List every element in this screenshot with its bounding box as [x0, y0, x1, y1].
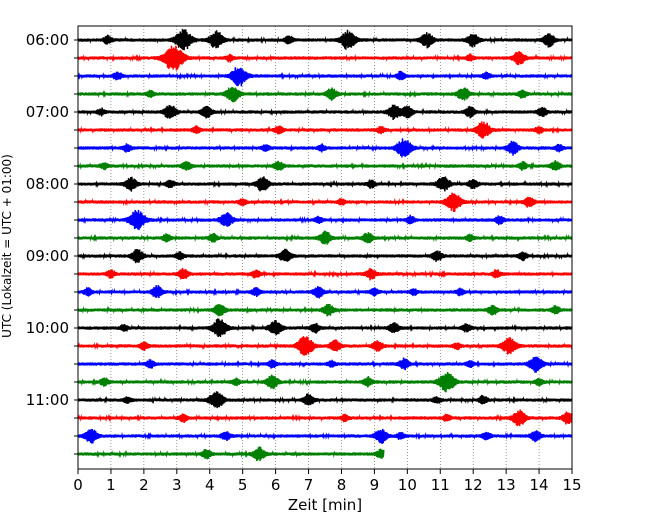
trace-line [77, 336, 573, 356]
x-tick-label: 1 [106, 476, 116, 494]
y-tick-label: 09:00 [26, 247, 69, 265]
x-tick-label: 7 [304, 476, 314, 494]
x-axis-label: Zeit [min] [288, 496, 362, 514]
y-tick-label: 06:00 [26, 31, 69, 49]
trace-line [77, 104, 573, 121]
trace-line [77, 230, 573, 245]
trace-line [77, 446, 385, 461]
trace-line [77, 391, 573, 409]
trace-line [77, 248, 573, 264]
x-tick-label: 14 [530, 476, 549, 494]
x-tick-label: 3 [172, 476, 182, 494]
x-tick-label: 10 [398, 476, 417, 494]
plot-frame [77, 25, 573, 470]
y-tick-label: 07:00 [26, 103, 69, 121]
y-tick-label: 10:00 [26, 319, 69, 337]
y-tick-label: 11:00 [26, 391, 69, 409]
x-tick-label: 2 [139, 476, 149, 494]
seismogram-traces [77, 28, 573, 461]
trace-line [77, 284, 573, 299]
x-tick-label: 12 [464, 476, 483, 494]
trace-line [77, 356, 573, 373]
x-tick-label: 4 [205, 476, 215, 494]
x-tick-label: 0 [73, 476, 83, 494]
trace-line [77, 428, 573, 444]
trace-line [77, 409, 573, 427]
x-axis-ticks: 0 1 2 3 4 5 6 7 8 9 10 11 12 13 14 15 [73, 469, 582, 494]
y-tick-label: 08:00 [26, 175, 69, 193]
trace-line [77, 209, 573, 230]
trace-line [77, 318, 573, 337]
trace-line [77, 371, 573, 393]
x-tick-label: 15 [562, 476, 581, 494]
x-tick-label: 5 [238, 476, 248, 494]
x-tick-label: 11 [431, 476, 450, 494]
trace-line [77, 304, 573, 317]
trace-line [77, 45, 573, 71]
trace-line [77, 160, 573, 171]
trace-line [77, 176, 573, 192]
trace-line [77, 138, 573, 158]
trace-line [77, 121, 573, 139]
trace-line [77, 28, 573, 51]
trace-line [77, 192, 573, 213]
trace-line [77, 87, 573, 103]
y-axis-ticks: 06:00 07:00 08:00 09:00 10:00 11:00 [26, 31, 78, 455]
x-tick-label: 13 [497, 476, 516, 494]
x-tick-label: 9 [370, 476, 380, 494]
x-tick-label: 8 [337, 476, 347, 494]
trace-line [77, 67, 573, 87]
y-axis-label: UTC (Lokalzeit = UTC + 01:00) [0, 154, 14, 338]
x-tick-label: 6 [271, 476, 281, 494]
trace-line [77, 267, 573, 281]
